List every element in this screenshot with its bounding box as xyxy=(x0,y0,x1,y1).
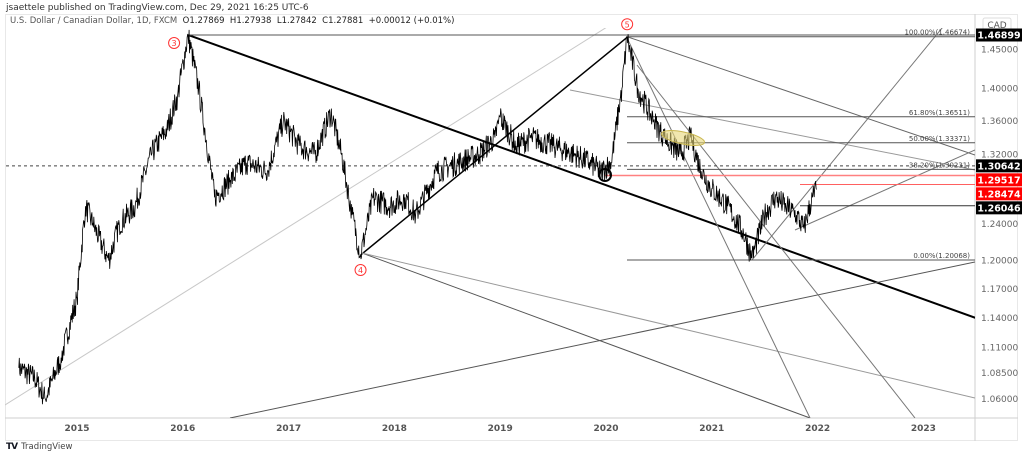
drawings: 100.00%(1.46674) 61.80%(1.36511) 50.00%(1.… xyxy=(5,28,975,418)
x-tick-label: 2018 xyxy=(382,424,407,434)
y-tick-label: 1.06000 xyxy=(981,395,1018,405)
publisher-line: jsaettele published on TradingView.com, … xyxy=(6,3,309,13)
y-tick-label: 1.17000 xyxy=(981,285,1018,295)
x-tick-label: 2016 xyxy=(170,424,195,434)
channel-line xyxy=(361,252,975,399)
x-tick-label: 2023 xyxy=(911,424,936,434)
x-tick-label: 2019 xyxy=(488,424,513,434)
y-tick-label: 1.40000 xyxy=(981,85,1018,95)
low-value: L1.27842 xyxy=(276,16,317,26)
fib-label: 38.20%(1.30231) xyxy=(909,161,970,169)
price-label-box xyxy=(976,201,1022,215)
rising-fan-line xyxy=(794,149,975,231)
major-trend-line xyxy=(187,34,975,319)
close-value: C1.27881 xyxy=(322,16,364,26)
wave-label: 4 xyxy=(358,266,363,275)
y-tick-label: 1.20000 xyxy=(981,257,1018,267)
fib-label: 0.00%(1.20068) xyxy=(913,252,970,260)
x-tick-label: 2022 xyxy=(805,424,830,434)
rising-trend-line xyxy=(229,261,975,418)
y-tick-label: 1.11000 xyxy=(981,344,1018,354)
wave-label: 3 xyxy=(172,39,177,48)
x-tick-label: 2015 xyxy=(64,424,89,434)
tradingview-logo-icon: TV xyxy=(6,442,18,452)
fib-label: 61.80%(1.36511) xyxy=(909,109,970,117)
footer: TV TradingView xyxy=(6,442,72,452)
rising-fan-line xyxy=(751,28,943,261)
wave-label: 5 xyxy=(625,20,630,29)
wave-label-circle xyxy=(354,264,367,277)
y-tick-label: 1.14000 xyxy=(981,314,1018,324)
wave-label-circle xyxy=(621,18,634,31)
price-line xyxy=(18,29,817,405)
steep-down-line xyxy=(636,64,916,418)
price-label: 1.46899 xyxy=(977,31,1020,42)
price-label: 1.29517 xyxy=(977,175,1020,186)
y-tick-label: 1.45000 xyxy=(981,46,1018,56)
x-tick-label: 2020 xyxy=(593,424,618,434)
down-line xyxy=(627,39,811,418)
marker-circle xyxy=(598,168,612,182)
fib-label: 100.00%(1.46674) xyxy=(904,29,970,37)
wave-label-circle xyxy=(168,36,181,49)
chart-frame xyxy=(5,14,1018,441)
y-tick-label: 1.36000 xyxy=(981,117,1018,127)
price-label-box xyxy=(976,187,1022,201)
price-label-box xyxy=(976,159,1022,173)
long-trend-line xyxy=(5,28,607,406)
wave-line-4-5 xyxy=(360,36,628,256)
y-tick-label: 1.08500 xyxy=(981,369,1018,379)
price-label: 1.26046 xyxy=(977,203,1021,214)
x-tick-label: 2017 xyxy=(276,424,301,434)
price-label-box xyxy=(976,28,1022,42)
high-value: H1.27938 xyxy=(229,16,272,26)
fib-label: 50.00%(1.33371) xyxy=(909,135,970,143)
y-tick-label: 1.24000 xyxy=(981,220,1018,230)
channel-line xyxy=(361,252,811,418)
channel-line xyxy=(569,89,975,171)
y-tick-label: 1.32000 xyxy=(981,150,1018,160)
channel-top-line xyxy=(627,36,975,156)
symbol-name: U.S. Dollar / Canadian Dollar, 1D, FXCM xyxy=(10,16,178,26)
currency-label: CAD xyxy=(987,21,1006,31)
highlight-ellipse xyxy=(660,130,706,146)
price-label-box xyxy=(976,173,1022,187)
symbol-legend: U.S. Dollar / Canadian Dollar, 1D, FXCM … xyxy=(10,16,454,26)
change-value: +0.00012 (+0.01%) xyxy=(368,16,455,26)
x-tick-label: 2021 xyxy=(699,424,724,434)
price-label: 1.30642 xyxy=(977,161,1020,172)
footer-brand: TradingView xyxy=(21,442,73,452)
price-label: 1.28474 xyxy=(977,189,1021,200)
open-value: O1.27869 xyxy=(182,16,225,26)
